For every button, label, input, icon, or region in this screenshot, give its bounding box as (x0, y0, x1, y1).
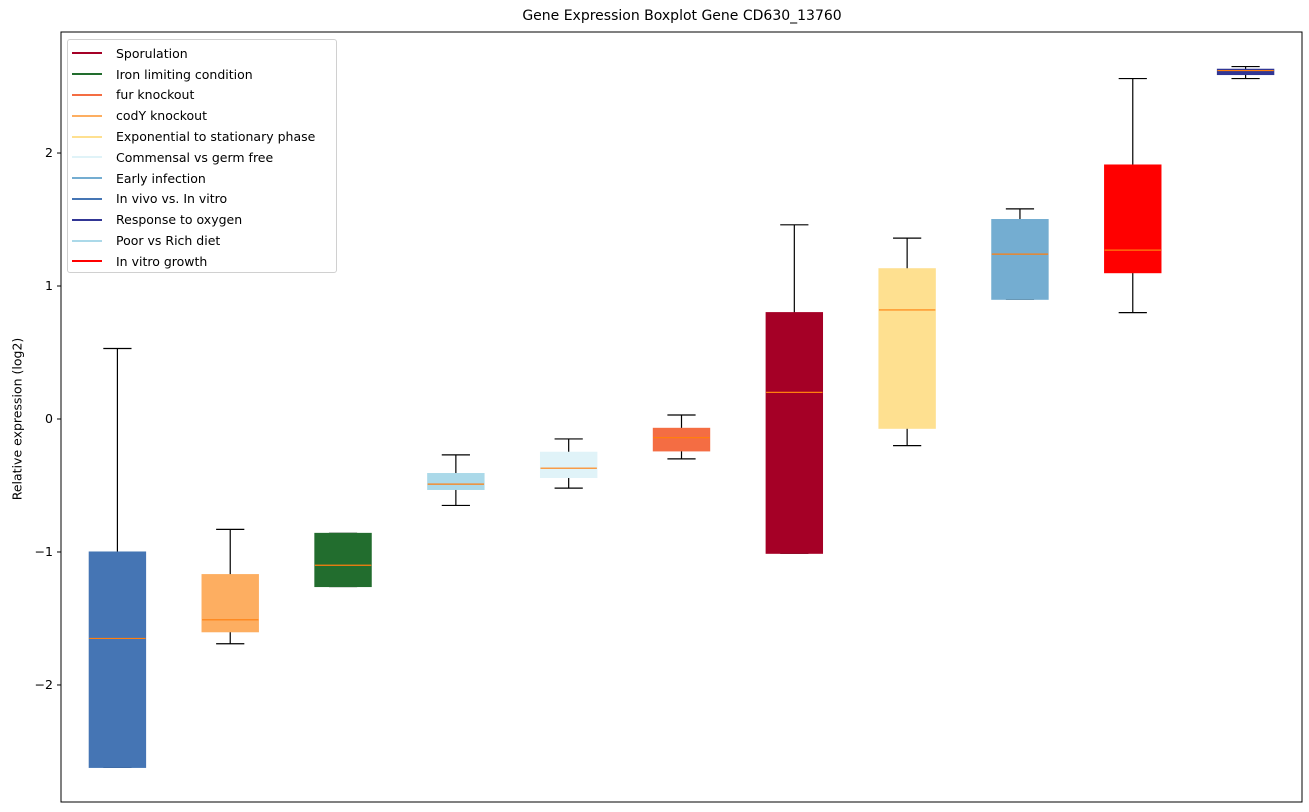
legend-label: Response to oxygen (116, 212, 243, 228)
plot-frame (60, 31, 1303, 803)
chart-title: Gene Expression Boxplot Gene CD630_13760 (522, 8, 842, 24)
legend-label: In vivo vs. In vitro (116, 191, 228, 207)
legend-swatch (72, 177, 102, 180)
legend-label: fur knockout (116, 87, 195, 103)
box (652, 427, 711, 452)
legend-label: Iron limiting condition (116, 66, 253, 82)
legend-item: In vitro growth (68, 251, 336, 272)
box (201, 574, 259, 633)
legend-swatch (72, 135, 102, 138)
legend-label: Early infection (116, 170, 206, 186)
box (314, 532, 372, 588)
legend-swatch (72, 197, 102, 200)
y-tick-label: −2 (35, 677, 53, 692)
legend-swatch (72, 239, 102, 242)
legend-label: In vitro growth (116, 253, 208, 269)
box (878, 268, 936, 429)
box (88, 551, 147, 768)
legend-item: codY knockout (68, 105, 336, 126)
legend-item: Early infection (68, 168, 336, 189)
legend-swatch (72, 93, 102, 96)
y-tick-label: −1 (35, 544, 53, 559)
legend-swatch (72, 260, 102, 263)
legend-swatch (72, 73, 102, 76)
legend-item: Iron limiting condition (68, 64, 336, 85)
box (1104, 164, 1162, 274)
box (1216, 68, 1275, 76)
y-tick-label: 0 (45, 411, 53, 426)
legend-swatch (72, 218, 102, 221)
legend-swatch (72, 156, 102, 159)
y-tick-label: 2 (45, 145, 53, 160)
legend-swatch (72, 114, 102, 117)
legend-item: Sporulation (68, 43, 336, 64)
legend-item: In vivo vs. In vitro (68, 189, 336, 210)
legend-label: Exponential to stationary phase (116, 129, 316, 145)
legend: Sporulation Iron limiting condition fur kn… (67, 39, 337, 273)
box (427, 473, 485, 490)
legend-swatch (72, 52, 102, 55)
legend-item: Commensal vs germ free (68, 147, 336, 168)
legend-label: codY knockout (116, 108, 208, 124)
legend-item: Poor vs Rich diet (68, 230, 336, 251)
legend-item: fur knockout (68, 85, 336, 106)
legend-item: Exponential to stationary phase (68, 126, 336, 147)
legend-label: Sporulation (116, 45, 188, 61)
legend-label: Poor vs Rich diet (116, 233, 221, 249)
y-tick-label: 1 (45, 278, 53, 293)
legend-item: Response to oxygen (68, 209, 336, 230)
box (539, 451, 598, 479)
box (991, 219, 1049, 300)
box (765, 312, 824, 554)
legend-label: Commensal vs germ free (116, 149, 274, 165)
